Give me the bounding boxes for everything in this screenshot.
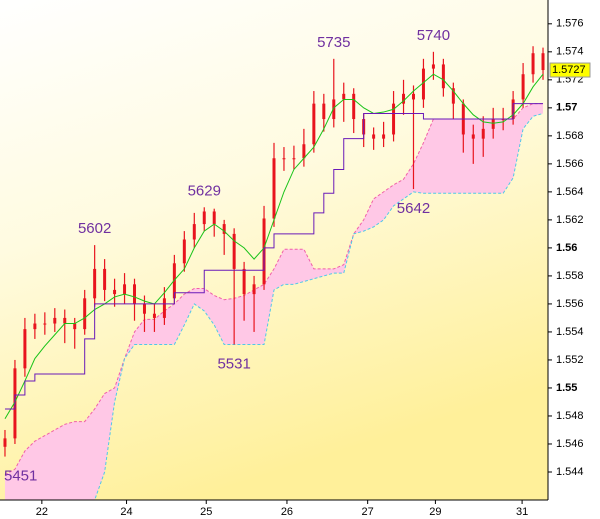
candle-body xyxy=(202,211,206,225)
candle-body xyxy=(133,284,137,304)
annotation: 5740 xyxy=(417,27,450,44)
annotation: 5629 xyxy=(188,182,221,199)
candle-body xyxy=(162,298,166,318)
last-price-tag xyxy=(549,62,591,78)
candle-body xyxy=(103,268,107,290)
y-tick-label: 1.564 xyxy=(556,186,584,198)
candle-body xyxy=(332,99,336,120)
candle-body xyxy=(292,158,296,160)
y-tick-label: 1.544 xyxy=(556,466,584,478)
y-tick-label: 1.548 xyxy=(556,410,584,422)
candle-body xyxy=(372,134,376,139)
x-tick-label: 26 xyxy=(281,506,293,518)
candle-body xyxy=(302,144,306,159)
annotation: 5531 xyxy=(217,356,250,373)
x-tick-label: 31 xyxy=(516,506,528,518)
candle-body xyxy=(113,289,117,295)
candle-body xyxy=(43,323,47,325)
y-tick-label: 1.546 xyxy=(556,438,584,450)
y-tick-label: 1.558 xyxy=(556,270,584,282)
x-tick-label: 24 xyxy=(120,506,132,518)
candle-body xyxy=(402,93,406,104)
candle-body xyxy=(123,284,127,295)
y-tick-label: 1.562 xyxy=(556,214,584,226)
y-tick-label: 1.552 xyxy=(556,354,584,366)
candle-body xyxy=(471,134,475,139)
candle-body xyxy=(322,103,326,120)
x-tick-label: 29 xyxy=(429,506,441,518)
candle-body xyxy=(142,303,146,314)
candle-body xyxy=(252,284,256,295)
candle-body xyxy=(73,323,77,330)
candle-body xyxy=(342,93,346,100)
candle-body xyxy=(152,313,156,318)
candle-body xyxy=(83,298,87,330)
candle-body xyxy=(451,88,455,104)
candle-body xyxy=(212,211,216,225)
candle-body xyxy=(312,103,316,145)
last-price-label: 1.5727 xyxy=(552,64,586,76)
y-tick-label: 1.576 xyxy=(556,18,584,30)
overlay-line xyxy=(4,103,544,410)
candle-body xyxy=(242,268,246,295)
cloud-lower xyxy=(93,112,544,500)
y-tick-label: 1.568 xyxy=(556,130,584,142)
plot-area: 5451 5602 5629 5531 5735 5740 5642 xyxy=(3,27,545,500)
candle-body xyxy=(521,74,525,100)
candle-body xyxy=(411,93,415,100)
annotation: 5642 xyxy=(397,200,430,217)
candle-body xyxy=(441,64,445,89)
candle-body xyxy=(392,103,396,135)
candle-body xyxy=(541,53,545,71)
candle-body xyxy=(491,119,495,129)
candle-body xyxy=(421,68,425,100)
candle-body xyxy=(93,268,97,299)
x-tick-label: 22 xyxy=(36,506,48,518)
candle-body xyxy=(382,134,386,139)
candle-body xyxy=(3,438,7,447)
y-tick-label: 1.556 xyxy=(556,298,584,310)
y-tick-label: 1.566 xyxy=(556,158,584,170)
candle-body xyxy=(33,323,37,330)
annotation: 5602 xyxy=(78,220,111,237)
y-tick-label: 1.55 xyxy=(556,382,577,394)
candle-body xyxy=(63,317,67,324)
candle-body xyxy=(53,317,57,324)
y-tick-label: 1.57 xyxy=(556,102,577,114)
candle-body xyxy=(352,93,356,120)
candle-body xyxy=(431,64,435,69)
y-tick-label: 1.56 xyxy=(556,242,577,254)
candle-body xyxy=(23,329,27,369)
candle-body xyxy=(222,224,226,234)
cloud-fill xyxy=(4,103,544,500)
candle-body xyxy=(192,224,196,240)
candle-body xyxy=(182,239,186,264)
candle-body xyxy=(232,233,236,269)
candle-body xyxy=(272,158,276,219)
candle-body xyxy=(282,158,286,160)
annotation: 5451 xyxy=(4,468,37,485)
annotation: 5735 xyxy=(317,34,350,51)
y-tick-label: 1.554 xyxy=(556,326,584,338)
x-tick-label: 25 xyxy=(200,506,212,518)
x-tick-label: 27 xyxy=(362,506,374,518)
y-tick-label: 1.574 xyxy=(556,46,584,58)
candle-body xyxy=(531,53,535,75)
candle-body xyxy=(481,128,485,139)
